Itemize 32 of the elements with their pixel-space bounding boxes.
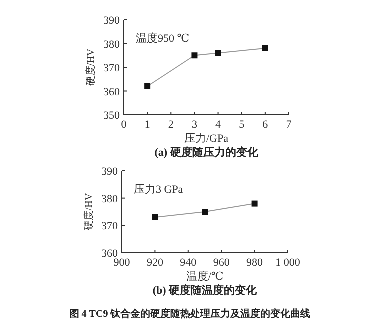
annotation: 温度950 ℃ xyxy=(136,32,190,45)
x-tick-label: 7 xyxy=(286,119,292,131)
x-tick-label: 920 xyxy=(146,257,164,269)
y-tick-label: 350 xyxy=(104,110,120,122)
y-axis-title: 硬度/HV xyxy=(85,48,97,86)
text: (a) 硬度随压力的变化 xyxy=(154,146,260,159)
x-tick-label: 980 xyxy=(246,257,264,269)
y-tick-label: 360 xyxy=(104,86,120,98)
x-axis-title: 温度/℃ xyxy=(186,270,224,283)
y-tick-label: 380 xyxy=(102,193,118,206)
x-tick-label: 5 xyxy=(239,119,246,131)
x-tick-label: 1 xyxy=(144,119,150,131)
x-axis-title: 压力/GPa xyxy=(184,132,229,145)
x-tick-label: 1 000 xyxy=(276,257,301,269)
x-tick-label: 0 xyxy=(121,119,128,131)
y-tick-label: 380 xyxy=(104,38,120,51)
y-tick-label: 390 xyxy=(102,166,118,178)
y-tick-label: 370 xyxy=(102,220,118,233)
y-tick-label: 360 xyxy=(102,248,118,260)
caption: 图 4 TC9 钛合金的硬度随热处理压力及温度的变化曲线 xyxy=(69,308,311,320)
annotation: 压力3 GPa xyxy=(134,183,184,196)
y-tick-label: 370 xyxy=(104,62,120,74)
y-tick-label: 390 xyxy=(104,15,120,27)
x-tick-label: 900 xyxy=(114,257,131,269)
text: (b) 硬度随温度的变化 xyxy=(152,284,258,297)
x-tick-label: 4 xyxy=(216,119,222,131)
x-tick-label: 6 xyxy=(262,119,269,131)
x-tick-label: 940 xyxy=(180,257,198,269)
x-tick-label: 960 xyxy=(213,257,230,269)
y-axis-title: 硬度/HV xyxy=(83,192,95,231)
x-tick-label: 2 xyxy=(168,119,174,131)
x-tick-label: 3 xyxy=(192,119,198,131)
